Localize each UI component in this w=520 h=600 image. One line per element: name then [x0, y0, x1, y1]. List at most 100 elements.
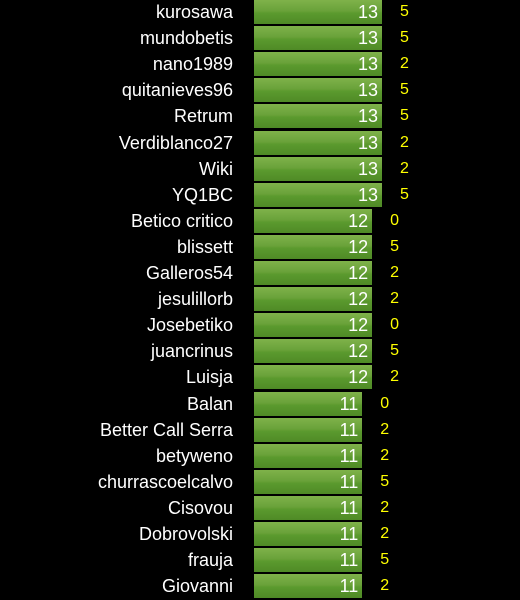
- category-label: juancrinus: [150, 341, 233, 362]
- secondary-value-label: 2: [380, 525, 390, 542]
- secondary-value-label: 5: [400, 3, 409, 20]
- bar-row: Retrum 13 5: [0, 103, 520, 129]
- bar: [254, 391, 363, 416]
- category-label: Luisja: [185, 367, 233, 388]
- bar-row: YQ1BC 13 5: [0, 182, 520, 208]
- bar-value-label: 12: [348, 289, 369, 310]
- bar: [254, 417, 363, 442]
- bar-row: mundobetis 13 5: [0, 25, 520, 51]
- category-label: Giovanni: [161, 576, 233, 597]
- bar-row: Luisja 12 2: [0, 364, 520, 390]
- secondary-value-label: 2: [380, 577, 390, 595]
- category-label: Dobrovolski: [138, 524, 233, 544]
- bar: [254, 443, 363, 468]
- bar-value-label: 12: [348, 341, 369, 362]
- secondary-value-label: 5: [380, 472, 390, 490]
- bar-row: nano1989 13 2: [0, 51, 520, 77]
- category-label: Balan: [186, 393, 233, 414]
- bar-row: churrascoelcalvo 11 5: [0, 469, 520, 495]
- bar-row: Josebetiko 12 0: [0, 312, 520, 338]
- secondary-value-label: 5: [400, 185, 409, 203]
- category-label: quitanieves96: [121, 80, 233, 101]
- bar-value-label: 13: [357, 28, 378, 49]
- category-label: Josebetiko: [146, 315, 233, 336]
- secondary-value-label: 2: [400, 159, 409, 177]
- secondary-value-label: 2: [390, 368, 400, 386]
- category-label: Retrum: [173, 106, 233, 127]
- secondary-value-label: 0: [380, 394, 390, 412]
- bar-row: blissett 12 5: [0, 234, 520, 260]
- category-label: mundobetis: [139, 28, 233, 49]
- bar-row: Balan 11 0: [0, 391, 520, 417]
- bar: [254, 313, 373, 338]
- bar-value-label: 13: [357, 132, 378, 153]
- secondary-value-label: 2: [390, 290, 400, 308]
- bar: [254, 339, 373, 364]
- category-label: Betico critico: [130, 210, 233, 231]
- category-label: Cisovou: [167, 497, 233, 518]
- bar: [254, 26, 382, 51]
- secondary-value-label: 2: [400, 55, 409, 73]
- bar-value-label: 11: [339, 393, 359, 414]
- bar-value-label: 13: [357, 158, 378, 179]
- bar: [254, 234, 373, 259]
- category-label: betyweno: [155, 445, 233, 466]
- bar-row: Verdiblanco27 13 2: [0, 130, 520, 156]
- bar-row: jesulillorb 12 2: [0, 286, 520, 312]
- bar-value-label: 12: [348, 315, 369, 336]
- bar: [254, 365, 373, 390]
- bar-value-label: 13: [357, 2, 378, 22]
- bar-value-label: 13: [357, 106, 378, 127]
- category-label: kurosawa: [155, 2, 233, 22]
- category-label: Better Call Serra: [99, 419, 233, 440]
- bar-row: betyweno 11 2: [0, 443, 520, 469]
- bar-value-label: 12: [348, 210, 369, 231]
- category-label: blissett: [176, 236, 233, 257]
- bar-value-label: 12: [348, 236, 369, 257]
- bar: [254, 548, 363, 573]
- bar-value-label: 13: [357, 184, 378, 205]
- category-label: Wiki: [199, 158, 233, 179]
- secondary-value-label: 0: [390, 316, 400, 334]
- bar: [254, 52, 382, 77]
- secondary-value-label: 5: [380, 551, 390, 569]
- bar: [254, 261, 373, 285]
- secondary-value-label: 2: [400, 133, 409, 151]
- secondary-value-label: 2: [380, 420, 390, 438]
- bar-value-label: 11: [339, 419, 359, 440]
- bar: [254, 469, 363, 494]
- bar-value-label: 11: [339, 550, 359, 571]
- bar-value-label: 12: [348, 367, 369, 388]
- bar-value-label: 11: [339, 497, 359, 518]
- category-label: Verdiblanco27: [118, 132, 233, 153]
- bar: [254, 78, 382, 103]
- bar: [254, 0, 382, 24]
- bar-row: Galleros54 12 2: [0, 260, 520, 286]
- bar-row: kurosawa 13 5: [0, 0, 520, 25]
- secondary-value-label: 5: [390, 342, 400, 360]
- bar-value-label: 11: [339, 576, 359, 597]
- bar-row: Wiki 13 2: [0, 156, 520, 182]
- bar-value-label: 11: [339, 524, 359, 544]
- bar: [254, 130, 382, 155]
- bar: [254, 182, 382, 207]
- bar-value-label: 13: [357, 54, 378, 75]
- secondary-value-label: 2: [380, 446, 390, 464]
- category-label: frauja: [187, 550, 233, 571]
- bar: [254, 156, 382, 181]
- category-label: Galleros54: [145, 263, 233, 283]
- bar-row: quitanieves96 13 5: [0, 77, 520, 103]
- secondary-value-label: 2: [390, 264, 400, 281]
- secondary-value-label: 2: [380, 498, 390, 516]
- bar: [254, 208, 373, 233]
- bar-value-label: 13: [357, 80, 378, 101]
- category-label: YQ1BC: [171, 184, 233, 205]
- bar: [254, 287, 373, 312]
- bar-row: frauja 11 5: [0, 547, 520, 573]
- secondary-value-label: 5: [390, 237, 400, 255]
- bar: [254, 522, 363, 546]
- bar-value-label: 12: [348, 263, 369, 283]
- secondary-value-label: 5: [400, 107, 409, 125]
- secondary-value-label: 5: [400, 81, 409, 99]
